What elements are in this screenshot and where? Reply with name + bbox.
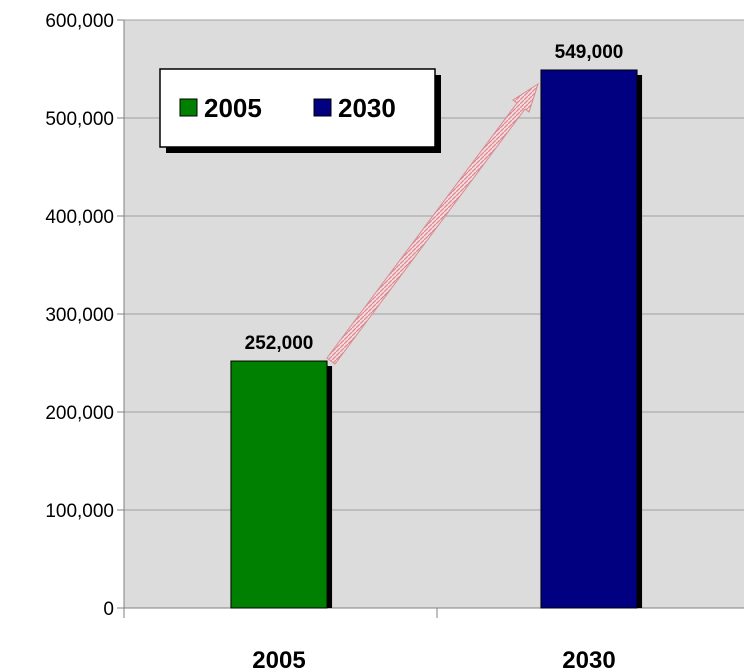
y-tick-label: 500,000 (45, 109, 114, 130)
y-tick-label: 600,000 (45, 11, 114, 32)
legend: 2005 2030 (159, 68, 441, 153)
data-label-2005: 252,000 (245, 333, 314, 354)
legend-label-2030: 2030 (338, 93, 396, 123)
x-category-labels: 2005 2030 (252, 647, 615, 671)
y-tick-label: 0 (103, 599, 114, 620)
bar-2005 (230, 360, 328, 609)
y-tick-label: 400,000 (45, 207, 114, 228)
legend-label-2005: 2005 (204, 93, 262, 123)
bar-2030 (540, 69, 638, 609)
legend-swatch-2005 (179, 98, 198, 117)
y-tick-label: 100,000 (45, 501, 114, 522)
bars (230, 69, 638, 609)
y-tick-labels: 0 100,000 200,000 300,000 400,000 500,000 600,… (45, 11, 114, 620)
x-category-label-2005: 2005 (252, 647, 305, 671)
legend-box (159, 68, 436, 148)
data-label-2030: 549,000 (555, 42, 624, 63)
x-category-label-2030: 2030 (562, 647, 615, 671)
y-tick-label: 300,000 (45, 305, 114, 326)
growth-arrow (326, 82, 539, 365)
data-labels: 252,000 549,000 (245, 42, 624, 354)
legend-swatch-2030 (313, 98, 332, 117)
y-tick-label: 200,000 (45, 403, 114, 424)
